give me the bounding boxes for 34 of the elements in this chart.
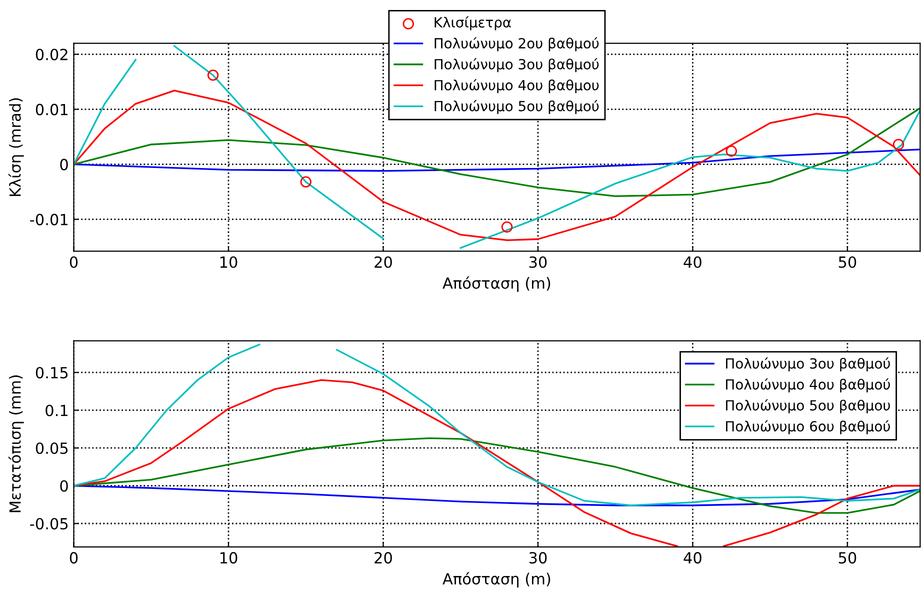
x-tick-label: 50 (838, 552, 856, 564)
legend-label: Πολυώνυμο 6ου βαθμού (726, 420, 890, 434)
legend-label: Κλισίμετρα (434, 16, 511, 30)
x-tick-label: 20 (374, 256, 392, 268)
x-tick-label: 40 (684, 552, 702, 564)
y-axis-title: Μετατόπιση (mm) (8, 375, 24, 512)
y-tick-label: -0.01 (30, 214, 68, 226)
legend-label: Πολυώνυμο 3ου βαθμού (726, 357, 890, 372)
x-tick-label: 10 (220, 552, 238, 564)
x-tick-label: 30 (529, 552, 547, 564)
x-tick-label: 30 (529, 256, 547, 268)
legend-label: Πολυώνυμο 2ου βαθμού (434, 37, 599, 52)
legend-label: Πολυώνυμο 4ου βαθμού (726, 378, 890, 392)
y-tick-label: 0.02 (36, 48, 68, 60)
y-tick-label: -0.05 (30, 518, 68, 530)
y-tick-label: 0.1 (46, 404, 68, 416)
y-tick-label: 0 (60, 158, 68, 170)
x-tick-label: 0 (70, 256, 78, 268)
legend-label: Πολυώνυμο 3ου βαθμού (434, 58, 599, 72)
x-tick-label: 0 (70, 552, 78, 564)
legend-label: Πολυώνυμο 5ου βαθμού (434, 100, 599, 114)
legend-label: Πολυώνυμο 4ου βαθμου (434, 79, 599, 94)
y-axis-title: Κλίση (mrad) (8, 98, 24, 196)
legend-label: Πολυώνυμο 5ου βαθμου (726, 399, 890, 414)
y-tick-label: 0.01 (36, 104, 68, 116)
y-tick-label: 0.15 (36, 366, 68, 379)
x-tick-label: 40 (684, 256, 702, 268)
x-tick-label: 50 (838, 256, 856, 268)
y-tick-label: 0 (60, 480, 68, 492)
x-axis-title: Απόσταση (m) (442, 276, 550, 292)
x-tick-label: 10 (220, 256, 238, 268)
x-axis-title: Απόσταση (m) (442, 572, 550, 588)
y-tick-label: 0.05 (36, 442, 68, 454)
x-tick-label: 20 (374, 552, 392, 564)
